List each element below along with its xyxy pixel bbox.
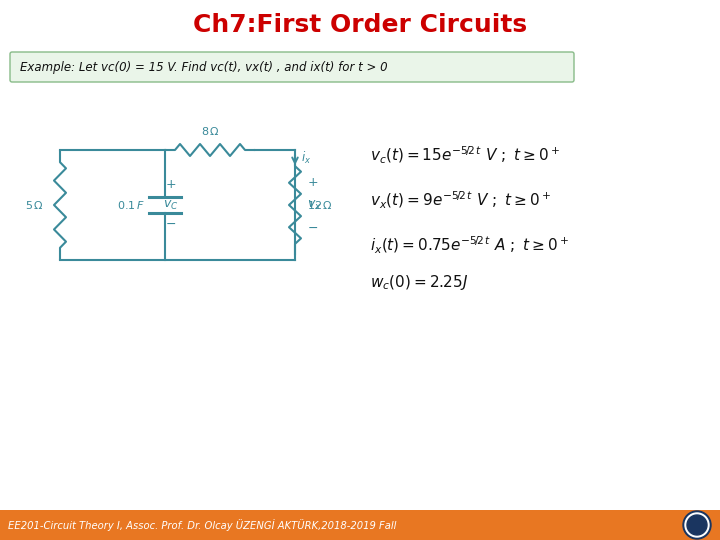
Text: $-$: $-$ (166, 217, 176, 230)
Text: EE201-Circuit Theory I, Assoc. Prof. Dr. Olcay ÜZENGİ AKTÜRK,2018-2019 Fall: EE201-Circuit Theory I, Assoc. Prof. Dr.… (8, 519, 397, 531)
Circle shape (687, 515, 707, 535)
Text: $v_x$: $v_x$ (307, 198, 322, 212)
Text: $+$: $+$ (166, 179, 176, 192)
Circle shape (685, 513, 709, 537)
FancyBboxPatch shape (10, 52, 574, 82)
Text: $v_C$: $v_C$ (163, 198, 179, 212)
Text: $0.1\,F$: $0.1\,F$ (117, 199, 145, 211)
Text: $12\,\Omega$: $12\,\Omega$ (307, 199, 333, 211)
Text: $i_x$: $i_x$ (301, 150, 311, 166)
Text: $i_x(t) = 0.75e^{-5\!/\!2\,t}\ A\ ;\ t \geq 0^+$: $i_x(t) = 0.75e^{-5\!/\!2\,t}\ A\ ;\ t \… (370, 234, 570, 255)
Text: $8\,\Omega$: $8\,\Omega$ (201, 125, 220, 137)
Circle shape (683, 511, 711, 539)
Text: $+$: $+$ (307, 177, 318, 190)
Text: $5\,\Omega$: $5\,\Omega$ (25, 199, 44, 211)
Text: $-$: $-$ (307, 220, 318, 233)
Text: $v_x(t) = 9e^{-5\!/\!2\,t}\ V\ ;\ t \geq 0^+$: $v_x(t) = 9e^{-5\!/\!2\,t}\ V\ ;\ t \geq… (370, 190, 551, 211)
Text: $w_c(0) = 2.25J$: $w_c(0) = 2.25J$ (370, 273, 468, 292)
Text: Example: Let vc(0) = 15 V. Find vc(t), vx(t) , and ix(t) for t > 0: Example: Let vc(0) = 15 V. Find vc(t), v… (20, 60, 387, 73)
FancyBboxPatch shape (0, 510, 720, 540)
Text: Ch7:First Order Circuits: Ch7:First Order Circuits (193, 13, 527, 37)
Text: $v_c(t) = 15e^{-5\!/\!2\,t}\ V\ ;\ t \geq 0^+$: $v_c(t) = 15e^{-5\!/\!2\,t}\ V\ ;\ t \ge… (370, 144, 560, 166)
